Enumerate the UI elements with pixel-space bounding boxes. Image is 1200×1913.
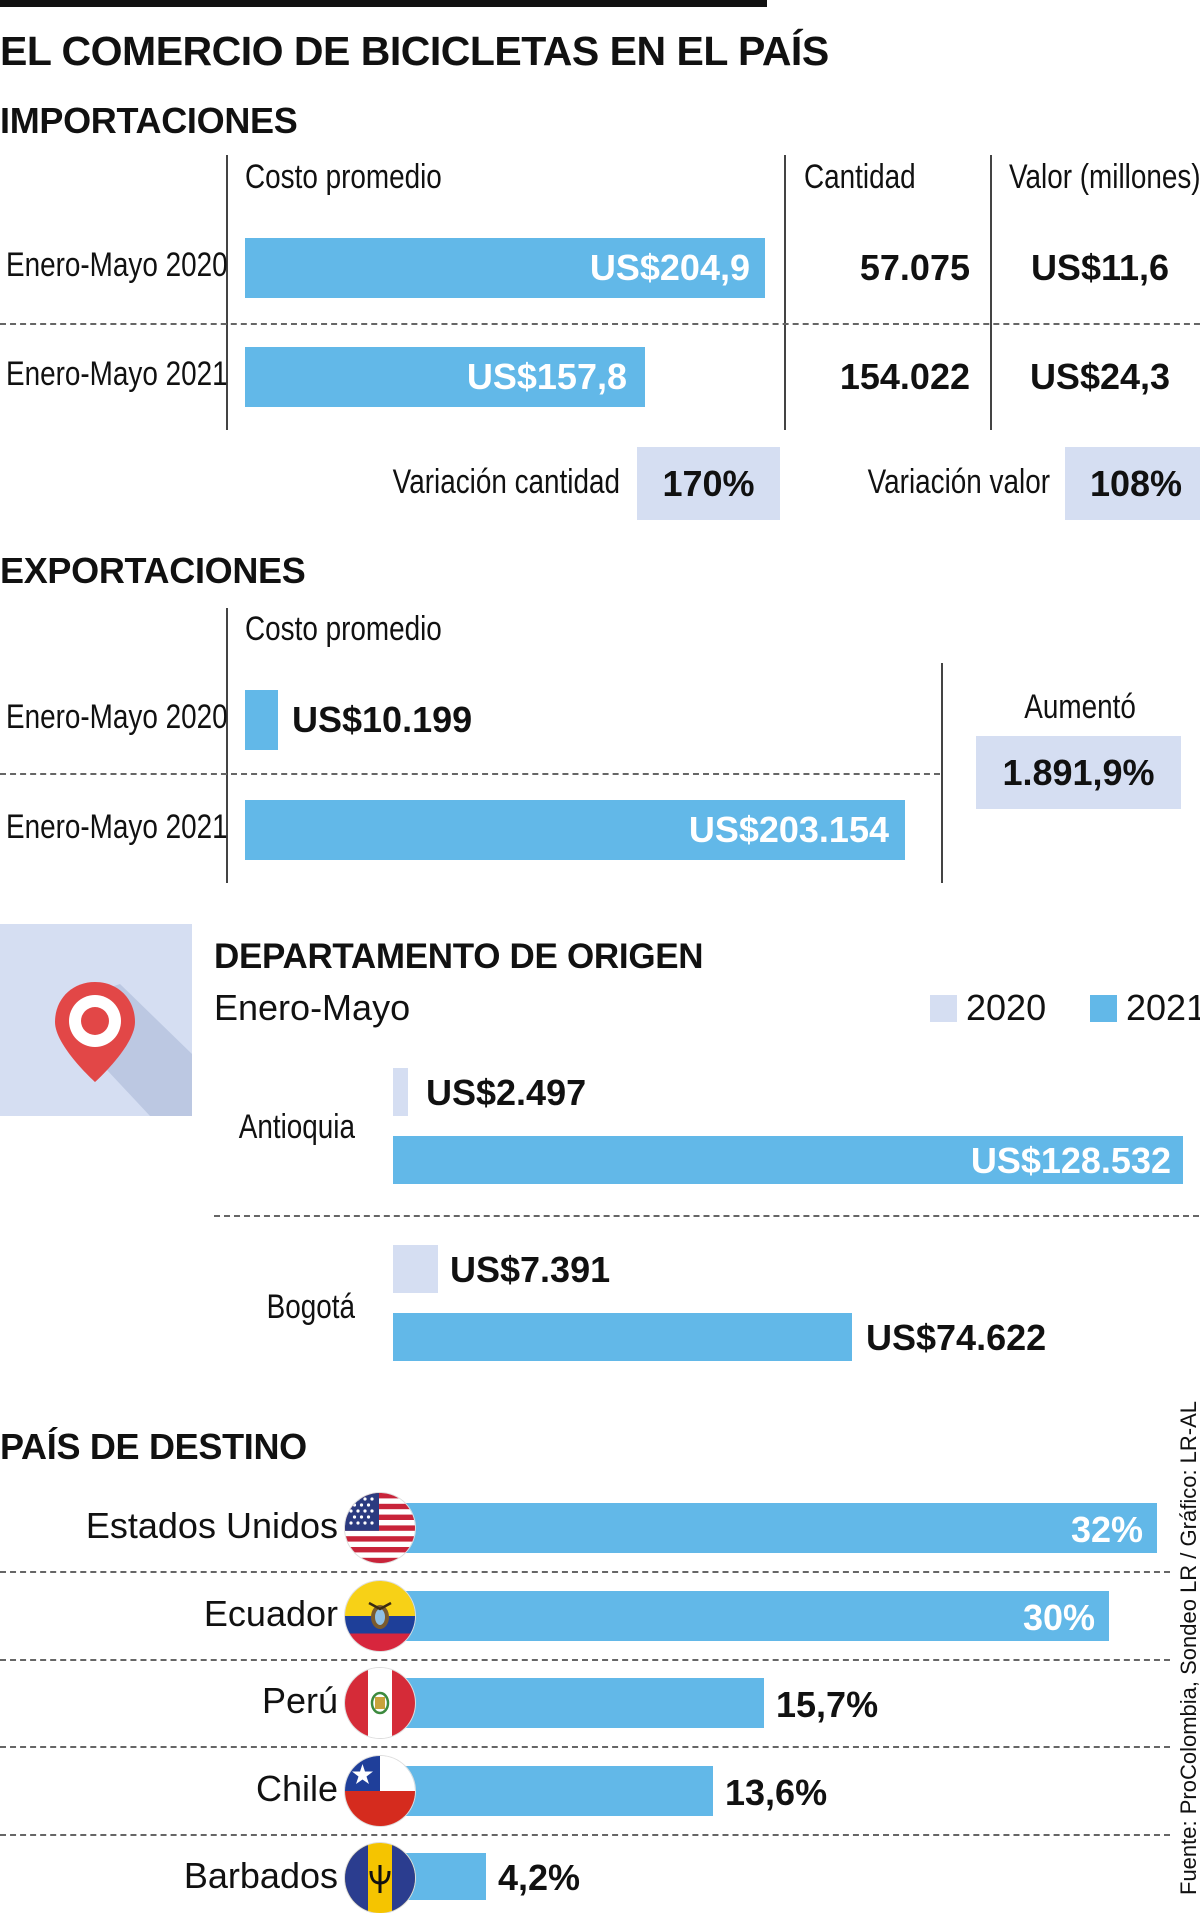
origin-bar-antioquia-2020 bbox=[393, 1068, 408, 1116]
exports-col-cost: Costo promedio bbox=[245, 610, 442, 648]
destination-label-usa: Estados Unidos bbox=[85, 1505, 338, 1546]
exports-row-label-2021: Enero-Mayo 2021 bbox=[6, 808, 228, 846]
imports-var-value: 108% bbox=[1089, 463, 1183, 504]
destination-divider-4 bbox=[0, 1834, 1170, 1836]
origin-bar-bogota-2020 bbox=[393, 1245, 438, 1293]
imports-divider-value bbox=[990, 155, 992, 430]
imports-var-qty: 170% bbox=[662, 463, 755, 504]
imports-col-value: Valor (millones) bbox=[1009, 158, 1200, 196]
exports-increase-label: Aumentó bbox=[1024, 688, 1136, 726]
origin-label-antioquia: Antioquia bbox=[238, 1108, 355, 1146]
exports-row-label-2020: Enero-Mayo 2020 bbox=[6, 698, 228, 736]
exports-cost-label-2020: US$10.199 bbox=[292, 699, 473, 740]
imports-qty-2021: 154.022 bbox=[839, 356, 970, 397]
exports-cost-label-2021: US$203.154 bbox=[688, 809, 889, 850]
origin-bar-bogota-2021 bbox=[393, 1313, 852, 1361]
destination-divider-1 bbox=[0, 1571, 1170, 1573]
exports-increase-box: 1.891,9% bbox=[976, 736, 1181, 809]
imports-value-2020: US$11,6 bbox=[1030, 247, 1170, 288]
exports-heading: EXPORTACIONES bbox=[0, 550, 306, 591]
source-note: Fuente: ProColombia, Sondeo LR / Gráfico… bbox=[1176, 1400, 1200, 1895]
barbados-flag-icon bbox=[345, 1843, 415, 1913]
destination-value-chile: 13,6% bbox=[725, 1772, 828, 1813]
destination-divider-3 bbox=[0, 1746, 1170, 1748]
usa-flag-icon bbox=[345, 1493, 415, 1563]
imports-axis-line bbox=[226, 155, 228, 430]
exports-axis-line bbox=[226, 608, 228, 883]
destination-label-barbados: Barbados bbox=[183, 1855, 338, 1896]
imports-row-label-2021: Enero-Mayo 2021 bbox=[6, 355, 228, 393]
destination-value-barbados: 4,2% bbox=[498, 1857, 581, 1898]
imports-col-cost: Costo promedio bbox=[245, 158, 442, 196]
destination-label-ecuador: Ecuador bbox=[203, 1593, 338, 1634]
exports-increase: 1.891,9% bbox=[1002, 752, 1155, 793]
imports-divider-qty bbox=[784, 155, 786, 430]
destination-bar-ecuador: 30% bbox=[385, 1591, 1109, 1641]
legend-label-2020: 2020 bbox=[966, 987, 1047, 1028]
destination-label-chile: Chile bbox=[255, 1768, 338, 1809]
location-pin-panel bbox=[0, 924, 192, 1116]
imports-cost-bar-2021: US$157,8 bbox=[245, 347, 645, 407]
imports-row-divider bbox=[0, 323, 1200, 325]
exports-cost-bar-2020 bbox=[245, 690, 278, 750]
destination-bar-chile bbox=[385, 1766, 713, 1816]
destination-label-peru: Perú bbox=[261, 1680, 338, 1721]
destination-value-ecuador: 30% bbox=[1022, 1597, 1095, 1638]
destination-divider-2 bbox=[0, 1659, 1170, 1661]
imports-var-qty-label: Variación cantidad bbox=[392, 463, 620, 501]
destination-value-usa: 32% bbox=[1070, 1509, 1143, 1550]
peru-flag-icon bbox=[345, 1668, 415, 1738]
imports-value-2021: US$24,3 bbox=[1029, 356, 1171, 397]
legend-label-2021: 2021 bbox=[1126, 987, 1200, 1028]
exports-increase-label-wrap: Aumentó bbox=[975, 688, 1185, 727]
imports-cost-label-2020: US$204,9 bbox=[589, 247, 750, 288]
origin-row-divider bbox=[214, 1215, 1200, 1217]
imports-col-qty: Cantidad bbox=[804, 158, 916, 196]
imports-heading: IMPORTACIONES bbox=[0, 100, 298, 141]
origin-value-bogota-2020: US$7.391 bbox=[450, 1249, 611, 1290]
imports-var-value-box: 108% bbox=[1065, 447, 1200, 520]
ecuador-flag-icon bbox=[345, 1581, 415, 1651]
imports-cost-label-2021: US$157,8 bbox=[466, 356, 627, 397]
location-pin-icon bbox=[55, 982, 192, 1116]
legend-swatch-2020 bbox=[930, 995, 957, 1022]
imports-var-qty-box: 170% bbox=[637, 447, 780, 520]
title-rule bbox=[0, 0, 767, 7]
origin-value-bogota-2021: US$74.622 bbox=[866, 1317, 1047, 1358]
origin-bar-antioquia-2021: US$128.532 bbox=[393, 1136, 1183, 1184]
imports-var-value-label: Variación valor bbox=[867, 463, 1050, 501]
destination-heading: PAÍS DE DESTINO bbox=[0, 1426, 307, 1467]
exports-divider bbox=[941, 663, 943, 883]
exports-cost-bar-2021: US$203.154 bbox=[245, 800, 905, 860]
origin-value-antioquia-2020: US$2.497 bbox=[426, 1072, 587, 1113]
destination-value-peru: 15,7% bbox=[776, 1684, 879, 1725]
origin-heading: DEPARTAMENTO DE ORIGEN bbox=[214, 937, 704, 976]
origin-subheading: Enero-Mayo bbox=[214, 987, 411, 1028]
exports-row-divider bbox=[0, 773, 940, 775]
imports-qty-2020: 57.075 bbox=[859, 247, 970, 288]
origin-value-antioquia-2021: US$128.532 bbox=[970, 1140, 1171, 1181]
imports-row-label-2020: Enero-Mayo 2020 bbox=[6, 246, 228, 284]
page-title: EL COMERCIO DE BICICLETAS EN EL PAÍS bbox=[0, 28, 829, 74]
imports-cost-bar-2020: US$204,9 bbox=[245, 238, 765, 298]
destination-bar-peru bbox=[385, 1678, 764, 1728]
destination-bar-usa: 32% bbox=[385, 1503, 1157, 1553]
legend-swatch-2021 bbox=[1090, 995, 1117, 1022]
origin-label-bogota: Bogotá bbox=[266, 1288, 355, 1326]
chile-flag-icon bbox=[345, 1756, 415, 1826]
